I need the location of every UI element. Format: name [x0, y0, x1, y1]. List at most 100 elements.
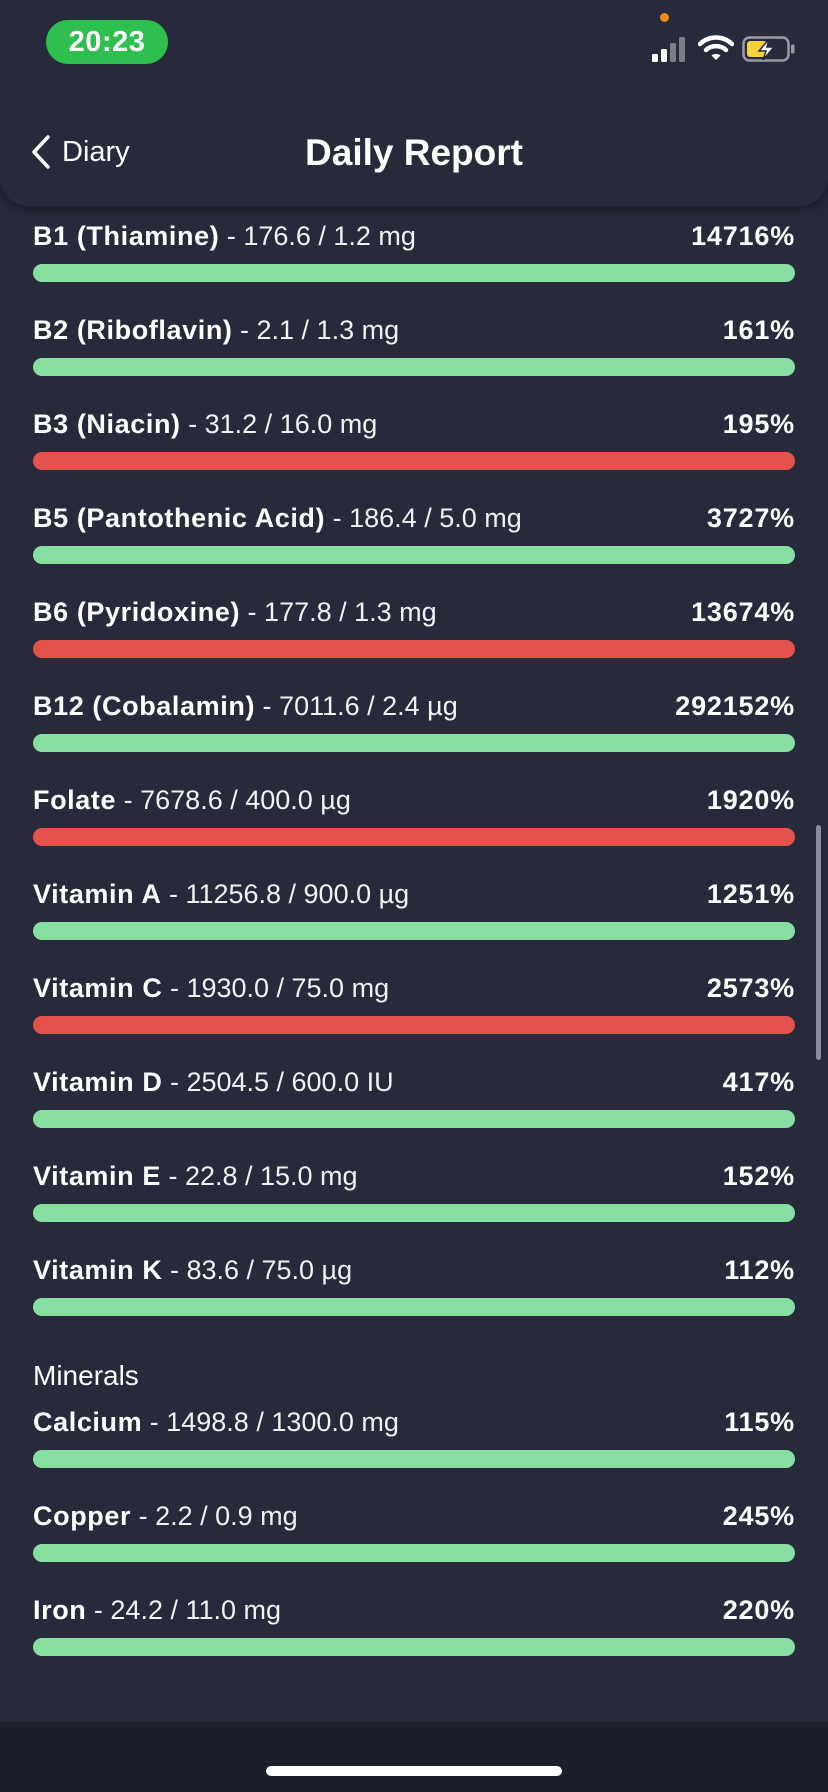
nutrient-separator: -: [325, 503, 350, 533]
nutrient-amount: 186.4 / 5.0 mg: [349, 503, 522, 533]
nutrient-row[interactable]: B2 (Riboflavin) - 2.1 / 1.3 mg 161%: [33, 310, 795, 380]
nutrient-percent: 2573%: [706, 973, 795, 1003]
nutrient-amount: 2504.5 / 600.0 IU: [186, 1067, 394, 1097]
nutrient-name: B12 (Cobalamin): [33, 691, 256, 721]
nutrient-separator: -: [161, 879, 186, 909]
nutrient-label: B6 (Pyridoxine) - 177.8 / 1.3 mg: [33, 592, 437, 632]
nutrient-percent: 245%: [722, 1501, 795, 1531]
nutrient-row[interactable]: B5 (Pantothenic Acid) - 186.4 / 5.0 mg 37…: [33, 498, 795, 568]
scroll-indicator: [816, 825, 821, 1060]
nutrient-percent: 417%: [722, 1067, 795, 1097]
home-indicator: [266, 1766, 562, 1776]
nutrient-row[interactable]: Iron - 24.2 / 11.0 mg 220%: [33, 1590, 795, 1660]
nutrient-label: B3 (Niacin) - 31.2 / 16.0 mg: [33, 404, 377, 444]
cellular-signal-icon: [652, 36, 686, 62]
nutrient-amount: 7678.6 / 400.0 µg: [140, 785, 351, 815]
nutrient-row[interactable]: Vitamin C - 1930.0 / 75.0 mg 2573%: [33, 968, 795, 1038]
progress-bar: [33, 1016, 795, 1034]
nutrient-amount: 2.2 / 0.9 mg: [155, 1501, 298, 1531]
progress-bar: [33, 1110, 795, 1128]
nutrient-name: B6 (Pyridoxine): [33, 597, 241, 627]
status-time: 20:23: [46, 20, 168, 64]
home-indicator-area: [0, 1722, 828, 1792]
nutrient-name: Iron: [33, 1595, 87, 1625]
progress-bar: [33, 1544, 795, 1562]
wifi-icon: [698, 35, 734, 60]
nutrient-label: Calcium - 1498.8 / 1300.0 mg: [33, 1402, 399, 1442]
nutrient-label: Vitamin C - 1930.0 / 75.0 mg: [33, 968, 389, 1008]
battery-charging-icon: [742, 36, 795, 62]
nutrient-separator: -: [162, 973, 187, 1003]
nutrient-name: B5 (Pantothenic Acid): [33, 503, 326, 533]
nutrient-separator: -: [116, 785, 141, 815]
back-button[interactable]: Diary: [30, 132, 130, 172]
progress-bar: [33, 1450, 795, 1468]
progress-bar: [33, 1204, 795, 1222]
nutrient-separator: -: [86, 1595, 111, 1625]
nutrient-separator: -: [160, 1161, 185, 1191]
nutrient-row[interactable]: B1 (Thiamine) - 176.6 / 1.2 mg 14716%: [33, 216, 795, 286]
nutrient-row[interactable]: Vitamin A - 11256.8 / 900.0 µg 1251%: [33, 874, 795, 944]
nutrient-separator: -: [162, 1067, 187, 1097]
back-button-label: Diary: [62, 135, 130, 168]
progress-bar: [33, 922, 795, 940]
nutrient-percent: 292152%: [675, 691, 795, 721]
nutrient-row[interactable]: Vitamin D - 2504.5 / 600.0 IU 417%: [33, 1062, 795, 1132]
nutrient-name: Copper: [33, 1501, 132, 1531]
nutrient-row[interactable]: Vitamin E - 22.8 / 15.0 mg 152%: [33, 1156, 795, 1226]
nutrient-separator: -: [162, 1255, 187, 1285]
nutrient-percent: 152%: [722, 1161, 795, 1191]
nutrient-label: B5 (Pantothenic Acid) - 186.4 / 5.0 mg: [33, 498, 522, 538]
nutrient-name: Vitamin C: [33, 973, 163, 1003]
nutrient-label: Iron - 24.2 / 11.0 mg: [33, 1590, 281, 1630]
progress-bar: [33, 828, 795, 846]
nutrient-separator: -: [142, 1407, 167, 1437]
nutrient-name: Folate: [33, 785, 117, 815]
nutrient-separator: -: [219, 221, 244, 251]
nutrient-amount: 176.6 / 1.2 mg: [243, 221, 416, 251]
status-bar: 20:23: [0, 0, 828, 88]
nutrient-percent: 112%: [724, 1255, 795, 1285]
nutrient-row[interactable]: B3 (Niacin) - 31.2 / 16.0 mg 195%: [33, 404, 795, 474]
progress-bar: [33, 264, 795, 282]
nutrient-row[interactable]: Vitamin K - 83.6 / 75.0 µg 112%: [33, 1250, 795, 1320]
nutrient-label: Vitamin E - 22.8 / 15.0 mg: [33, 1156, 358, 1196]
nutrient-percent: 195%: [722, 409, 795, 439]
privacy-indicator-dot: [660, 13, 669, 22]
nutrient-separator: -: [232, 315, 257, 345]
nav-header: Diary Daily Report: [0, 88, 828, 206]
section-title: Minerals: [33, 1360, 139, 1391]
nutrient-separator: -: [255, 691, 280, 721]
nutrient-name: B1 (Thiamine): [33, 221, 220, 251]
nutrient-name: Calcium: [33, 1407, 143, 1437]
nutrient-row[interactable]: Folate - 7678.6 / 400.0 µg 1920%: [33, 780, 795, 850]
nutrient-amount: 83.6 / 75.0 µg: [186, 1255, 353, 1285]
nutrient-row[interactable]: B12 (Cobalamin) - 7011.6 / 2.4 µg 292152%: [33, 686, 795, 756]
progress-bar: [33, 546, 795, 564]
nutrient-percent: 1920%: [706, 785, 795, 815]
nutrient-amount: 177.8 / 1.3 mg: [264, 597, 437, 627]
nutrient-amount: 24.2 / 11.0 mg: [110, 1595, 282, 1625]
nutrient-separator: -: [180, 409, 205, 439]
nutrient-name: Vitamin D: [33, 1067, 163, 1097]
progress-bar: [33, 640, 795, 658]
chevron-left-icon: [32, 135, 50, 169]
nutrient-label: B1 (Thiamine) - 176.6 / 1.2 mg: [33, 216, 416, 256]
nutrient-label: Vitamin D - 2504.5 / 600.0 IU: [33, 1062, 394, 1102]
nutrient-label: B12 (Cobalamin) - 7011.6 / 2.4 µg: [33, 686, 458, 726]
nutrient-name: Vitamin E: [33, 1161, 161, 1191]
page-title: Daily Report: [305, 132, 523, 173]
nutrient-amount: 7011.6 / 2.4 µg: [279, 691, 458, 721]
nutrient-amount: 11256.8 / 900.0 µg: [185, 879, 410, 909]
nutrient-row[interactable]: Calcium - 1498.8 / 1300.0 mg 115%: [33, 1402, 795, 1472]
progress-bar: [33, 1298, 795, 1316]
progress-bar: [33, 452, 795, 470]
nutrient-separator: -: [240, 597, 265, 627]
nutrient-name: B2 (Riboflavin): [33, 315, 233, 345]
nutrient-percent: 220%: [722, 1595, 795, 1625]
nutrient-row[interactable]: B6 (Pyridoxine) - 177.8 / 1.3 mg 13674%: [33, 592, 795, 662]
nutrient-row[interactable]: Copper - 2.2 / 0.9 mg 245%: [33, 1496, 795, 1566]
nutrient-label: Folate - 7678.6 / 400.0 µg: [33, 780, 351, 820]
nutrient-percent: 1251%: [706, 879, 795, 909]
nutrient-name: Vitamin K: [33, 1255, 163, 1285]
